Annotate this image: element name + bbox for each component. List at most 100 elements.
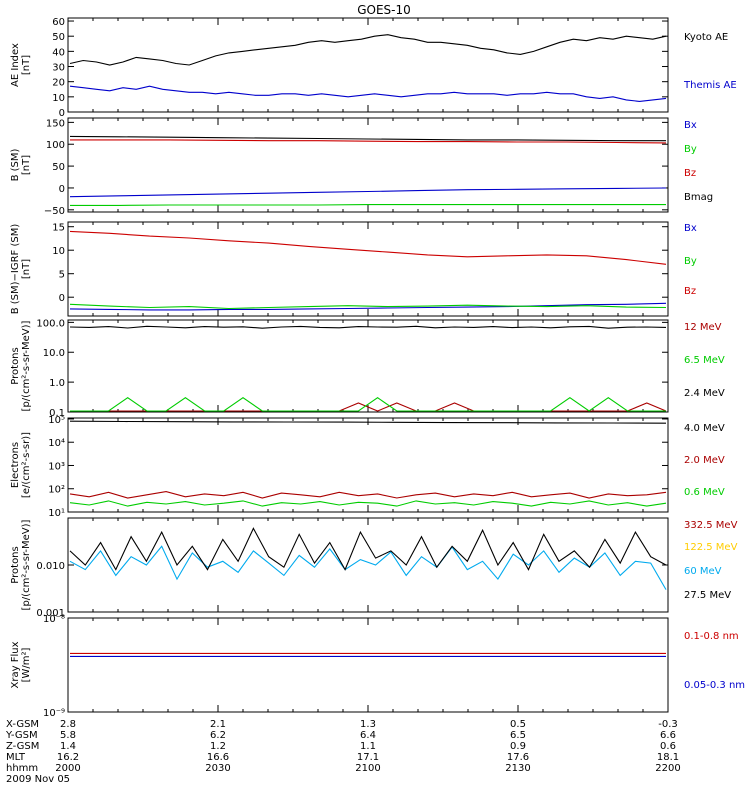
ephemeris-value: 16.2 — [57, 752, 79, 763]
y-tick-label: 0.001 — [36, 608, 65, 619]
series-line-1 — [69, 187, 667, 198]
legend-entry: Bmag — [684, 192, 713, 203]
panel-frame — [67, 17, 669, 113]
y-tick-label: 60 — [52, 17, 65, 28]
ephemeris-value: 2000 — [55, 763, 80, 774]
ephemeris-value: 1.1 — [360, 741, 376, 752]
series-line-3 — [70, 139, 667, 144]
panel-7: 10⁻⁹ 10⁻⁸ Xray Flux [W/m²] 0.1-0.8 nm 0.05-0.… — [10, 614, 745, 719]
y-axis-label: AE Index — [10, 43, 21, 87]
y-tick-label: 10 — [52, 246, 65, 257]
y-tick-label: 1.0 — [49, 378, 65, 389]
y-tick-label: 50 — [52, 32, 65, 43]
series-line-3 — [69, 230, 667, 265]
legend-entry: Kyoto AE — [684, 32, 728, 43]
y-axis-label: Protons — [10, 546, 21, 583]
series-line-4 — [69, 135, 666, 142]
plot-title: GOES-10 — [357, 3, 411, 17]
panel-5: 10¹ 10² 10³ 10⁴ 10⁵ Electrons [e/(cm²-s-sr)] 4.… — [10, 415, 725, 519]
y-tick-label: 30 — [52, 63, 65, 74]
y-tick-label: 15 — [52, 223, 65, 234]
series-line-1 — [70, 402, 667, 412]
ephemeris-value: 2100 — [355, 763, 380, 774]
y-axis-label: B (SM)−IGRF (SM) — [10, 224, 21, 315]
y-tick-label: 10³ — [48, 461, 65, 472]
y-axis-label: B (SM) — [10, 148, 21, 181]
ephemeris-value: 1.3 — [360, 719, 376, 730]
ephemeris-value: 18.1 — [657, 752, 679, 763]
series-line-2 — [69, 85, 667, 102]
legend-entry: 0.6 MeV — [684, 487, 725, 498]
panel-frame — [67, 617, 669, 713]
panel-3: 0 5 10 15 B (SM)−IGRF (SM) [nT] Bx By Bz — [10, 221, 697, 317]
ephemeris-value: 6.6 — [660, 730, 676, 741]
y-tick-label: 0.1 — [49, 408, 65, 419]
y-tick-label: 10² — [48, 485, 65, 496]
ephemeris-value: 2130 — [505, 763, 530, 774]
series-line-3 — [69, 500, 667, 507]
legend-entry: 12 MeV — [684, 322, 722, 333]
y-tick-label: 0 — [59, 293, 65, 304]
legend-entry: Bz — [684, 168, 696, 179]
legend-entry: Bz — [684, 286, 696, 297]
y-axis-label: [nT] — [21, 155, 32, 175]
ephemeris-value: 2.8 — [60, 719, 76, 730]
legend-entry: Bx — [684, 120, 697, 131]
panel-6: 0.001 0.010 Protons [p/(cm²-s-sr-MeV)] 332.5… — [10, 517, 738, 619]
y-axis-label: [nT] — [21, 55, 32, 75]
panel-frame — [67, 117, 669, 213]
series-line-2 — [69, 303, 667, 310]
ephemeris-value: -0.3 — [658, 719, 678, 730]
series-line-3 — [69, 545, 667, 590]
y-axis-label: [p/(cm²-s-sr-MeV)] — [21, 320, 32, 411]
panel-4: 0.1 1.0 10.0 100.0 Protons [p/(cm²-s-sr-MeV)]… — [10, 318, 725, 419]
y-tick-label: 10⁻⁹ — [43, 708, 65, 719]
y-tick-label: 40 — [52, 47, 65, 58]
panel-2: −50 0 50 100 150 B (SM) [nT] Bx By Bz Bmag — [10, 117, 713, 217]
y-tick-label: 100.0 — [36, 318, 65, 329]
y-axis-label: [W/m²] — [21, 647, 32, 682]
y-axis-label: [e/(cm²-s-sr)] — [21, 432, 32, 498]
y-tick-label: 10⁻⁸ — [43, 614, 65, 625]
series-line-1 — [69, 34, 667, 66]
series-line-2 — [70, 397, 666, 412]
ephemeris-value: 6.4 — [360, 730, 376, 741]
ephemeris-row-label: Y-GSM — [5, 730, 38, 741]
y-tick-label: 20 — [52, 78, 65, 89]
legend-entry: 4.0 MeV — [684, 423, 725, 434]
ephemeris-value: 6.2 — [210, 730, 226, 741]
ephemeris-value: 17.1 — [357, 752, 379, 763]
y-axis-label: Protons — [10, 347, 21, 384]
y-tick-label: 50 — [52, 162, 65, 173]
series-line-4 — [69, 527, 667, 571]
y-axis-label: Xray Flux — [10, 641, 21, 688]
ephemeris-value: 2200 — [655, 763, 680, 774]
ephemeris-row-label: hhmm — [6, 763, 38, 774]
series-line-2 — [69, 491, 667, 499]
ephemeris-value: 2030 — [205, 763, 230, 774]
panel-frame — [67, 517, 669, 613]
ephemeris-row-label: Z-GSM — [6, 741, 39, 752]
ephemeris-value: 17.6 — [507, 752, 529, 763]
series-line-1 — [69, 302, 667, 311]
y-tick-label: 10.0 — [43, 348, 65, 359]
y-axis-label: [nT] — [21, 259, 32, 279]
legend-entry: 0.05-0.3 nm — [684, 680, 745, 691]
series-line-2 — [70, 204, 666, 206]
legend-entry: 0.1-0.8 nm — [684, 631, 739, 642]
y-tick-label: 0 — [59, 184, 65, 195]
legend-entry: By — [684, 144, 697, 155]
ephemeris-value: 0.5 — [510, 719, 526, 730]
legend-entry: 6.5 MeV — [684, 355, 725, 366]
ephemeris-value: 5.8 — [60, 730, 76, 741]
ephemeris-value: 1.4 — [60, 741, 76, 752]
legend-entry: Themis AE — [683, 80, 737, 91]
ephemeris-row-label: MLT — [6, 752, 26, 763]
panel-frame — [67, 319, 669, 413]
ephemeris-value: 16.6 — [207, 752, 229, 763]
legend-entry: 122.5 MeV — [684, 542, 738, 553]
ephemeris-value: 6.5 — [510, 730, 526, 741]
legend-entry: 27.5 MeV — [684, 590, 731, 601]
panel-1: 0 10 20 30 40 50 60 AE Index [nT] Kyoto AE Themis … — [10, 17, 737, 119]
